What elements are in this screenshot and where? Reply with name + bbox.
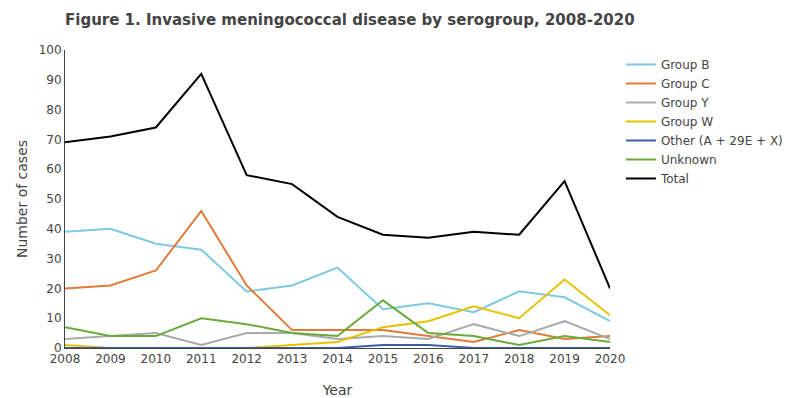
svg-text:2011: 2011 <box>186 352 217 366</box>
svg-text:Unknown: Unknown <box>661 153 717 167</box>
svg-text:2019: 2019 <box>549 352 580 366</box>
svg-text:Other (A + 29E + X): Other (A + 29E + X) <box>661 134 783 148</box>
svg-text:Group B: Group B <box>661 58 710 72</box>
svg-text:2012: 2012 <box>231 352 262 366</box>
svg-text:2018: 2018 <box>504 352 535 366</box>
svg-text:Figure 1. Invasive meningococc: Figure 1. Invasive meningococcal disease… <box>65 11 635 29</box>
svg-text:2015: 2015 <box>368 352 399 366</box>
svg-text:10: 10 <box>46 311 61 325</box>
svg-text:2020: 2020 <box>595 352 626 366</box>
svg-text:50: 50 <box>46 192 61 206</box>
svg-text:Group Y: Group Y <box>661 96 709 110</box>
svg-text:80: 80 <box>46 103 61 117</box>
svg-text:2013: 2013 <box>277 352 308 366</box>
svg-text:90: 90 <box>46 73 61 87</box>
svg-text:2017: 2017 <box>458 352 489 366</box>
svg-text:Year: Year <box>322 382 353 398</box>
svg-text:Group W: Group W <box>661 115 713 129</box>
svg-text:2008: 2008 <box>50 352 81 366</box>
svg-text:40: 40 <box>46 222 61 236</box>
svg-text:2014: 2014 <box>322 352 353 366</box>
svg-text:60: 60 <box>46 162 61 176</box>
svg-text:Number of cases: Number of cases <box>14 140 30 258</box>
svg-text:20: 20 <box>46 282 61 296</box>
svg-text:2010: 2010 <box>141 352 172 366</box>
svg-text:30: 30 <box>46 252 61 266</box>
svg-text:Total: Total <box>660 172 689 186</box>
svg-text:2009: 2009 <box>95 352 126 366</box>
svg-text:2016: 2016 <box>413 352 444 366</box>
svg-text:100: 100 <box>39 43 62 57</box>
svg-text:Group C: Group C <box>661 77 710 91</box>
svg-text:0: 0 <box>54 341 62 355</box>
svg-text:70: 70 <box>46 133 61 147</box>
